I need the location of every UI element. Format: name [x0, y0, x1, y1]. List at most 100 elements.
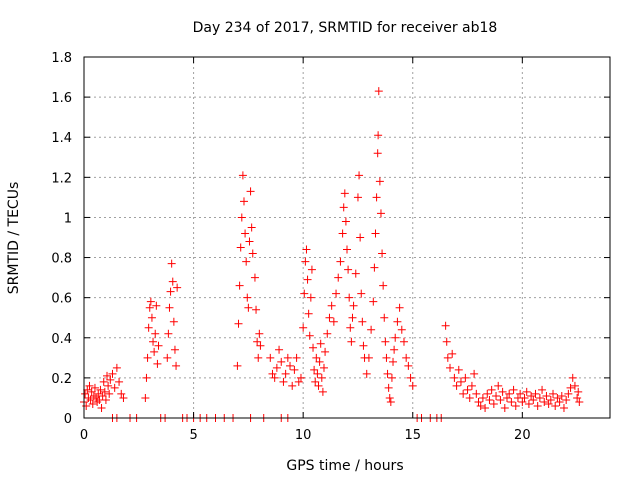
y-tick-label: 0 — [64, 412, 72, 427]
data-point — [302, 245, 311, 254]
data-point — [87, 387, 96, 396]
x-tick-label: 20 — [514, 428, 531, 443]
x-axis-label: GPS time / hours — [286, 458, 403, 474]
data-point — [402, 353, 411, 362]
data-point — [372, 193, 381, 202]
data-point — [459, 389, 468, 398]
y-tick-label: 0.4 — [51, 332, 72, 347]
data-point — [163, 353, 172, 362]
data-point — [94, 389, 103, 398]
data-point — [349, 301, 358, 310]
data-point — [142, 373, 151, 382]
data-point — [362, 369, 371, 378]
data-point — [286, 361, 295, 370]
axis-ticks — [83, 56, 610, 419]
data-point — [103, 371, 112, 380]
data-point — [527, 391, 536, 400]
data-point — [268, 369, 277, 378]
data-point — [252, 305, 261, 314]
data-point — [110, 383, 119, 392]
data-point — [147, 313, 156, 322]
data-point — [81, 389, 90, 398]
data-point — [234, 319, 243, 328]
data-point — [470, 369, 479, 378]
data-point — [341, 217, 350, 226]
data-point — [149, 337, 158, 346]
data-point — [305, 331, 314, 340]
data-point — [83, 385, 92, 394]
x-tick-label: 0 — [80, 428, 88, 443]
data-point — [566, 383, 575, 392]
data-point — [568, 373, 577, 382]
data-point — [307, 265, 316, 274]
data-point — [277, 357, 286, 366]
data-point — [562, 395, 571, 404]
data-point — [299, 323, 308, 332]
data-point — [535, 393, 544, 402]
data-point — [243, 293, 252, 302]
data-point — [170, 345, 179, 354]
data-point — [553, 393, 562, 402]
data-point — [442, 337, 451, 346]
data-point — [254, 353, 263, 362]
data-point — [85, 381, 94, 390]
data-point — [452, 381, 461, 390]
data-point — [357, 289, 366, 298]
data-point — [367, 325, 376, 334]
data-point — [104, 381, 113, 390]
grid-lines — [84, 57, 610, 418]
data-point — [250, 273, 259, 282]
y-tick-label: 0.6 — [51, 292, 72, 307]
data-point — [294, 377, 303, 386]
data-point — [375, 177, 384, 186]
data-point — [518, 397, 527, 406]
data-point — [370, 263, 379, 272]
data-point — [172, 361, 181, 370]
data-point — [164, 329, 173, 338]
data-point — [98, 391, 107, 400]
data-point — [443, 353, 452, 362]
data-point — [101, 395, 110, 404]
data-point — [573, 393, 582, 402]
data-point — [559, 403, 568, 412]
data-point — [266, 353, 275, 362]
data-point — [369, 297, 378, 306]
data-point — [564, 389, 573, 398]
x-tick-label: 15 — [404, 428, 421, 443]
data-point — [347, 337, 356, 346]
y-tick-label: 1.4 — [51, 131, 72, 146]
data-point — [485, 395, 494, 404]
data-point — [233, 361, 242, 370]
data-point — [253, 337, 262, 346]
data-point — [88, 399, 97, 408]
data-point — [323, 329, 332, 338]
data-point — [371, 229, 380, 238]
data-point — [467, 381, 476, 390]
data-point — [509, 385, 518, 394]
data-point — [364, 353, 373, 362]
y-tick-label: 1.6 — [51, 91, 72, 106]
data-point — [382, 353, 391, 362]
data-point — [119, 393, 128, 402]
data-point — [292, 353, 301, 362]
data-point — [570, 381, 579, 390]
data-point — [555, 397, 564, 406]
data-point — [374, 87, 383, 96]
x-tick-labels: 0 5 10 15 20 — [80, 428, 531, 443]
data-point — [238, 171, 247, 180]
data-point — [343, 245, 351, 254]
data-point — [242, 257, 251, 266]
data-point — [498, 387, 507, 396]
plot-frame — [83, 56, 611, 419]
data-point — [373, 149, 382, 158]
data-point — [288, 381, 297, 390]
data-point — [408, 381, 417, 390]
data-point — [143, 353, 152, 362]
data-point — [492, 391, 501, 400]
data-point — [465, 393, 474, 402]
data-point — [86, 395, 95, 404]
y-tick-label: 1.8 — [51, 51, 72, 66]
data-point — [327, 301, 336, 310]
data-point — [275, 345, 284, 354]
